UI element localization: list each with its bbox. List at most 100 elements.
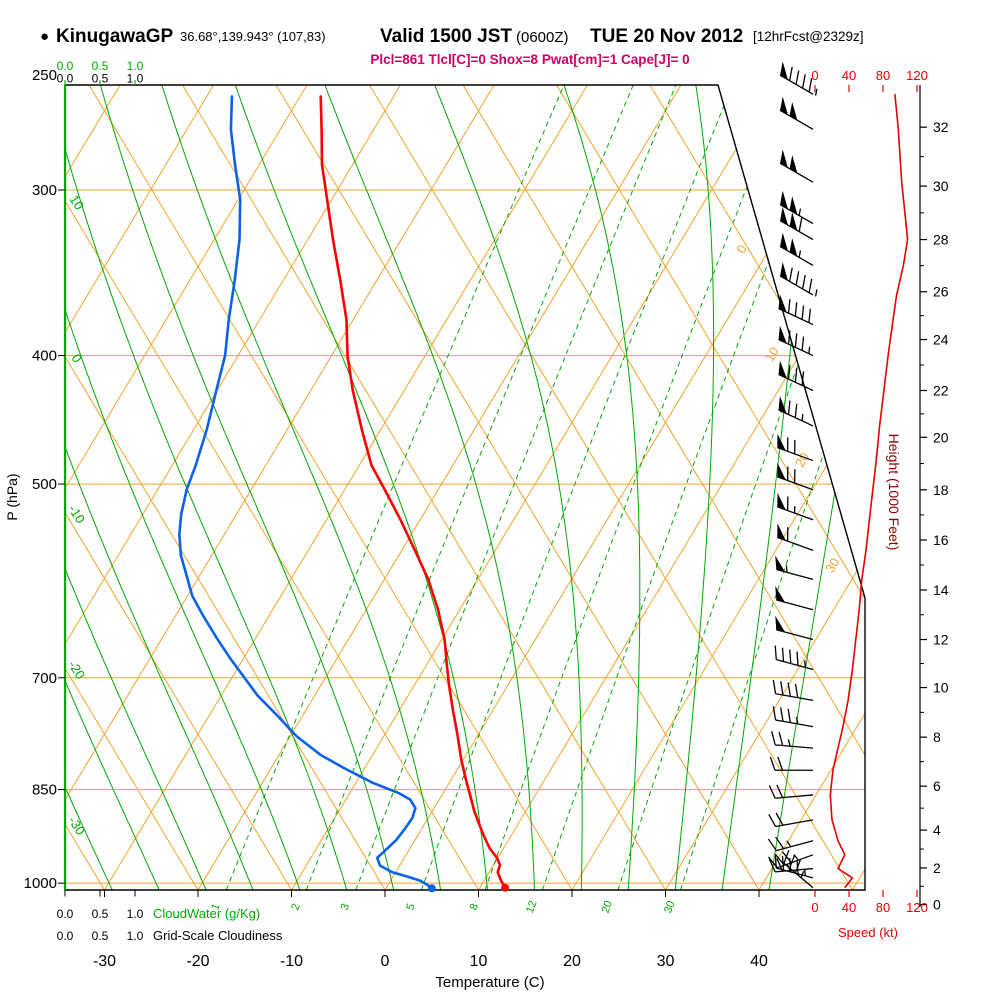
header: ● KinugawaGP 36.68°,139.943° (107,83) Va… [40, 26, 864, 47]
left-isopleth-label: -30 [65, 814, 88, 838]
right-isotherm-label: 10 [762, 344, 782, 364]
barb-half [787, 739, 791, 747]
wind-barb [778, 294, 814, 326]
dry-adiabat-line [369, 85, 853, 890]
barb-pennant [789, 154, 798, 174]
wind-barb [767, 836, 814, 852]
barb-full [768, 785, 776, 799]
cloud-scales-layer: 0.00.00.00.00.50.50.50.51.01.01.01.0 [57, 59, 144, 943]
mixing-ratio-label: 20 [600, 899, 615, 915]
barb-staff [775, 693, 814, 702]
surface-temperature-dot [501, 883, 510, 892]
surface-dewpoint-dot [427, 884, 436, 893]
wind-barb [777, 523, 814, 551]
barb-full [795, 271, 800, 286]
wind-barb [779, 206, 814, 241]
isotherm-line [571, 85, 865, 890]
barb-full [795, 70, 800, 85]
temperature-curve [319, 95, 507, 889]
wind-barb [769, 756, 813, 771]
barb-full [801, 305, 805, 320]
wind-barb [772, 706, 814, 728]
pressure-tick-label: 1000 [24, 875, 57, 892]
barb-full [774, 645, 777, 660]
mixing-ratio-line [617, 85, 865, 890]
wind-barb [778, 325, 814, 357]
barb-full [780, 681, 784, 696]
barb-full [794, 368, 798, 383]
speed-axis-title: Speed (kt) [838, 925, 898, 940]
cloudiness-top-label: 0.0 [57, 72, 74, 86]
height-tick-label: 30 [933, 178, 949, 194]
cloudwater-bottom-label: 0.5 [92, 907, 109, 921]
dry-adiabat-line [65, 85, 386, 890]
isotherm-line [65, 85, 495, 890]
temperature-tick-label: -20 [186, 953, 209, 970]
barb-half [798, 250, 802, 258]
barb-pennant [780, 61, 788, 80]
cloudiness-top-label: 0.5 [92, 72, 109, 86]
moist-adiabat-curve [234, 85, 488, 890]
wind-barb [783, 849, 814, 889]
barb-full [801, 275, 806, 290]
moist-adiabat-curve [99, 85, 395, 890]
height-tick-label: 28 [933, 232, 949, 248]
wind-barb [775, 555, 814, 580]
barb-staff [778, 307, 814, 326]
mixing-ratio-label: 3 [339, 902, 352, 912]
moist-adiabat-curve [65, 85, 301, 890]
speed-bottom-label: 40 [842, 900, 856, 915]
barb-full [776, 784, 784, 798]
barb-staff [776, 840, 814, 852]
wind-barb [779, 149, 814, 183]
isotherm-line [665, 85, 865, 890]
moist-adiabat-curve [65, 85, 160, 890]
wind-barb [771, 731, 814, 749]
dry-adiabat-line [65, 85, 292, 890]
barb-staff [777, 476, 814, 491]
mixing-ratio-line [355, 85, 677, 890]
barb-full [789, 854, 796, 869]
isotherm-line [65, 85, 214, 890]
wind-barbs-layer [767, 61, 818, 889]
moist-adiabat-curve [674, 85, 715, 890]
speed-top-label: 120 [906, 68, 928, 83]
temperature-tick-label: 10 [470, 953, 488, 970]
dry-adiabat-line [65, 85, 199, 890]
right-isotherm-label: 0 [733, 242, 750, 256]
height-tick-label: 24 [933, 332, 949, 348]
cloudiness-bottom-label: 1.0 [127, 929, 144, 943]
barb-half [795, 716, 799, 725]
temperature-tick-label: 20 [563, 953, 581, 970]
barb-pennant [777, 433, 786, 451]
isotherm-line [852, 85, 865, 890]
barb-full [788, 66, 793, 81]
barb-half [814, 289, 818, 297]
speed-bottom-label: 120 [906, 900, 928, 915]
wind-barb [774, 645, 814, 671]
barb-full [783, 849, 790, 864]
barb-staff [775, 867, 814, 873]
sounding-profiles-layer [178, 95, 510, 893]
isotherm-line [197, 85, 682, 890]
cloudiness-axis-title: Grid-Scale Cloudiness [153, 928, 283, 943]
valid-zulu: (0600Z) [516, 29, 569, 46]
cloudwater-axis-title: CloudWater (g/Kg) [153, 906, 260, 921]
temperature-tick-label: 40 [750, 953, 768, 970]
barb-full [769, 756, 776, 771]
speed-top-label: 40 [842, 68, 856, 83]
plot-border [64, 84, 866, 891]
barb-half [814, 88, 818, 96]
wind-barb [778, 360, 814, 392]
moist-adiabat-curve [563, 85, 641, 890]
wind-barb [777, 462, 814, 491]
barb-full [794, 333, 798, 348]
mixing-ratio-line [305, 85, 634, 890]
height-tick-label: 26 [933, 284, 949, 300]
dry-adiabat-line [556, 85, 865, 890]
speed-top-label: 0 [811, 68, 818, 83]
barb-full [781, 647, 785, 662]
station-marker-icon: ● [40, 28, 49, 45]
